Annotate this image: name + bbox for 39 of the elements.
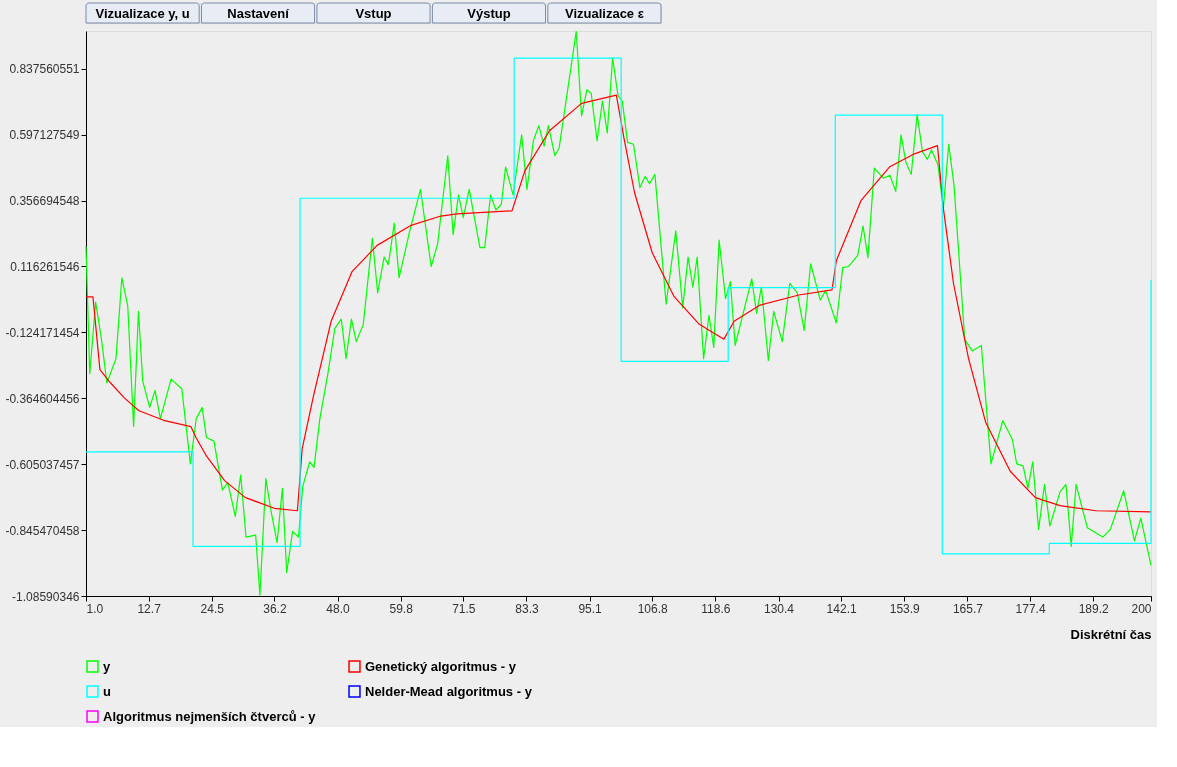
- y-tick-label: -0.605037457: [5, 457, 80, 472]
- x-tick-label: 12.7: [137, 601, 162, 616]
- x-tick-label: 200: [1131, 601, 1152, 616]
- x-tick-label: 165.7: [952, 601, 984, 616]
- legend-label: Genetický algoritmus - y: [365, 658, 517, 674]
- x-tick-label: 71.5: [452, 601, 476, 616]
- legend-label: y: [103, 658, 111, 674]
- legend-label: Algoritmus nejmenších čtverců - y: [103, 708, 317, 724]
- y-tick-label: -0.364604456: [5, 391, 80, 406]
- x-tick-label: 95.1: [578, 601, 603, 616]
- y-tick-label: -0.124171454: [5, 325, 80, 340]
- x-tick-label: 24.5: [200, 601, 225, 616]
- x-tick-label: 177.4: [1015, 601, 1046, 616]
- y-tick-label: 0.116261546: [10, 259, 80, 274]
- y-tick-label: -1.08590346: [12, 589, 80, 604]
- text: Výstup: [467, 6, 511, 21]
- y-tick-label: 0.597127549: [9, 128, 80, 143]
- x-tick-label: 189.2: [1078, 601, 1110, 616]
- text: Nastavení: [227, 6, 290, 21]
- x-tick-label: 142.1: [826, 601, 857, 616]
- text: Vstup: [355, 6, 392, 21]
- x-tick-label: 48.0: [326, 601, 351, 616]
- y-tick-label: 0.356694548: [9, 194, 80, 209]
- y-tick-label: -0.845470458: [5, 523, 80, 538]
- line-series: [85, 94, 1152, 513]
- x-tick-label: 106.8: [637, 601, 669, 616]
- x-tick-label: 1.0: [86, 601, 104, 616]
- text: Vizualizace ε: [564, 6, 644, 21]
- x-tick-label: 36.2: [263, 601, 287, 616]
- x-axis-title: Diskrétní čas: [1070, 626, 1152, 642]
- text: Vizualizace y, u: [95, 6, 190, 21]
- y-tick-label: 0.837560551: [9, 62, 80, 77]
- x-tick-label: 118.6: [701, 601, 731, 616]
- x-tick-label: 83.3: [515, 601, 539, 616]
- legend-label: Nelder-Mead algoritmus - y: [365, 683, 533, 699]
- x-tick-label: 153.9: [889, 601, 921, 616]
- x-tick-label: 59.8: [389, 601, 414, 616]
- legend-label: u: [103, 683, 111, 699]
- x-tick-label: 130.4: [764, 601, 795, 616]
